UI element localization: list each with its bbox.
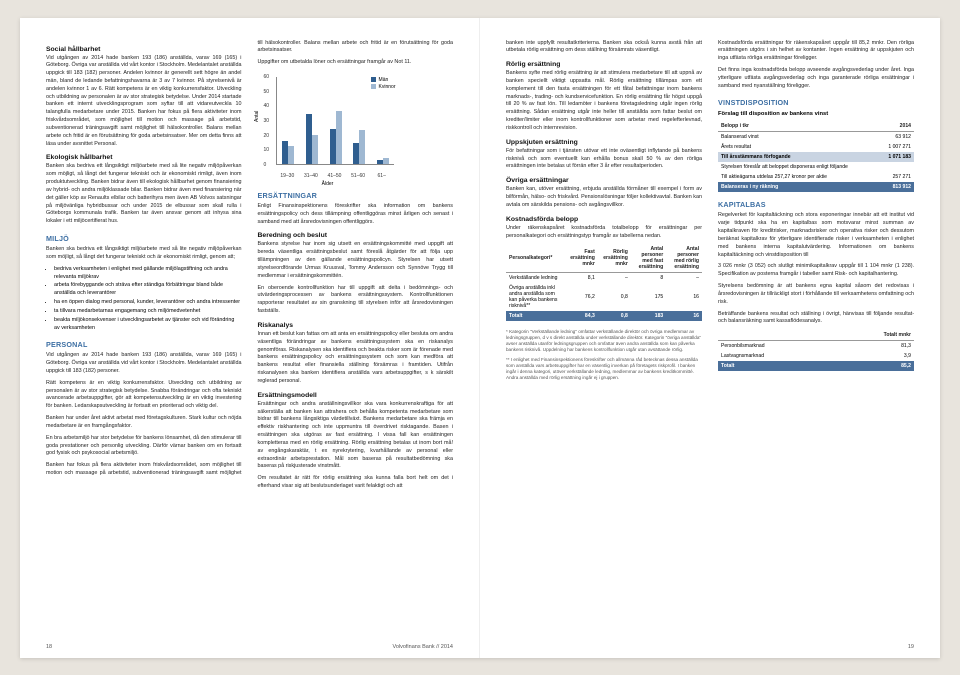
th: Fast ersättning mnkr [565, 244, 598, 273]
table-row: Balanserad vinst63 912 [718, 132, 914, 143]
para: Uppgifter om utbetalda löner och ersättn… [258, 59, 454, 67]
para: Bankens syfte med rörlig ersättning är a… [506, 70, 702, 133]
table-row: Personbilsmarknad81,3 [718, 341, 914, 352]
heading-riskanalys: Riskanalys [258, 322, 454, 329]
heading-social: Social hållbarhet [46, 46, 242, 53]
bullet: arbeta förebyggande och sträva efter stä… [54, 282, 242, 298]
heading-uppskjuten: Uppskjuten ersättning [506, 139, 702, 146]
table-row: Styrelsen föreslår att beloppet disponer… [718, 162, 914, 172]
th: Rörlig ersättning mnkr [598, 244, 631, 273]
bullet: ha en öppen dialog med personal, kunder,… [54, 299, 242, 307]
para: Under räkenskapsåret kostnadsförda total… [506, 225, 702, 241]
heading-kapitalbas: KAPITALBAS [718, 200, 914, 209]
para: Enligt Finansinspektionens föreskrifter … [258, 203, 454, 226]
para: En oberoende kontrollfunktion har till u… [258, 285, 454, 316]
footnote: * Kategorin "Verkställande ledning" omfa… [506, 329, 702, 353]
page-number-right: 19 [908, 644, 914, 650]
heading-personal: PERSONAL [46, 340, 242, 349]
th: Totalt mnkr [835, 330, 914, 341]
chart-legend: Män Kvinnor [371, 77, 396, 91]
legend-label: Män [379, 77, 389, 83]
page-left: Social hållbarhet Vid utgången av 2014 h… [20, 18, 480, 658]
para: Det finns inga kostnadsförda belopp avse… [718, 67, 914, 90]
para: Banken kan, utöver ersättning, erbjuda a… [506, 186, 702, 209]
legend-label: Kvinnor [379, 84, 396, 90]
page-number-left: 18 [46, 644, 52, 650]
th: Antal personer med rörlig ersättning [666, 244, 702, 273]
th: Personalkategori* [506, 244, 565, 273]
table-row: Övriga anställda inkl andra anställda so… [506, 283, 702, 311]
heading-kostnad: Kostnadsförda belopp [506, 216, 702, 223]
para: Banken ska bedriva ett långsiktigt miljö… [46, 246, 242, 262]
page-right: banken inte uppfyllt resultatkriterierna… [480, 18, 940, 658]
heading-beredning: Beredning och beslut [258, 232, 454, 239]
para: Om resultatet är rätt för rörlig ersättn… [258, 475, 454, 491]
th: 2014 [879, 121, 914, 132]
heading-eko: Ekologisk hållbarhet [46, 154, 242, 161]
table-row: Årets resultat1 007 271 [718, 142, 914, 152]
chart-ylabel: Antal [254, 111, 260, 122]
para: En bra arbetsmiljö har stor betydelse fö… [46, 435, 242, 458]
subheading: Förslag till disposition av bankens vins… [718, 111, 914, 117]
heading-vinst: VINSTDISPOSITION [718, 98, 914, 107]
table-row: Lastvagnsmarknad3,9 [718, 351, 914, 361]
table-row: Till aktieägarna utdelas 257,27 kronor p… [718, 172, 914, 182]
para: Bankens styrelse har inom sig utsett en … [258, 241, 454, 280]
table-kostnad: Personalkategori* Fast ersättning mnkr R… [506, 244, 702, 321]
para: Vid utgången av 2014 hade banken 193 (18… [46, 55, 242, 149]
table-total: Totalt85,2 [718, 361, 914, 371]
heading-ersattningar: ERSÄTTNINGAR [258, 191, 454, 200]
heading-rorlig: Rörlig ersättning [506, 61, 702, 68]
chart-xlabel: Ålder [322, 181, 334, 187]
bullet: ta tillvara medarbetarnas engagemang och… [54, 308, 242, 316]
table-row: Verkställande ledning 8,1 – 8 – [506, 273, 702, 284]
para: Beträffande bankens resultat och ställni… [718, 311, 914, 327]
page-spread: Social hållbarhet Vid utgången av 2014 h… [20, 18, 940, 658]
para: 3 026 mnkr (3 052) och slutligt minimika… [718, 263, 914, 279]
para: Regelverket för kapitaltäckning och stor… [718, 212, 914, 259]
para: Innan ett beslut kan fattas om att anta … [258, 331, 454, 386]
age-gender-chart: Män Kvinnor Antal Ålder 010203040506019–… [258, 73, 398, 183]
miljo-bullets: bedriva verksamheten i enlighet med gäll… [46, 266, 242, 333]
table-total: Totalt 84,3 0,8 183 16 [506, 311, 702, 321]
para: Banken ska bedriva ett långsiktigt miljö… [46, 163, 242, 226]
table-marknad: Totalt mnkr Personbilsmarknad81,3 Lastva… [718, 330, 914, 371]
table-hl: Till årsstämmans förfogande1 071 183 [718, 152, 914, 162]
para: banken inte uppfyllt resultatkriterierna… [506, 40, 702, 56]
para: Styrelsens bedömning är att bankens egna… [718, 283, 914, 306]
heading-ovriga: Övriga ersättningar [506, 177, 702, 184]
heading-ersmodell: Ersättningsmodell [258, 392, 454, 399]
para: Rätt kompetens är en viktig konkurrensfa… [46, 380, 242, 411]
th: Belopp i tkr [718, 121, 879, 132]
bullet: beakta miljökonsekvenser i utvecklingsar… [54, 317, 242, 333]
footer-title: Volvofinans Bank // 2014 [392, 644, 453, 650]
footnote: ** I enlighet med Finansinspektionens fö… [506, 357, 702, 381]
para: För befattningar som i tjänsten utövar e… [506, 148, 702, 171]
heading-miljo: MILJÖ [46, 234, 242, 243]
bullet: bedriva verksamheten i enlighet med gäll… [54, 266, 242, 282]
para: Banken har under året aktivt arbetat med… [46, 415, 242, 431]
para: Kostnadsförda ersättningar för räkenskap… [718, 40, 914, 63]
table-vinst: Belopp i tkr 2014 Balanserad vinst63 912… [718, 121, 914, 192]
table-total: Balanseras i ny räkning813 912 [718, 182, 914, 192]
para: Ersättningar och andra anställningsvillk… [258, 401, 454, 471]
para: Vid utgången av 2014 hade banken 193 (18… [46, 352, 242, 375]
th: Antal personer med fast ersättning [631, 244, 666, 273]
th [718, 330, 835, 341]
